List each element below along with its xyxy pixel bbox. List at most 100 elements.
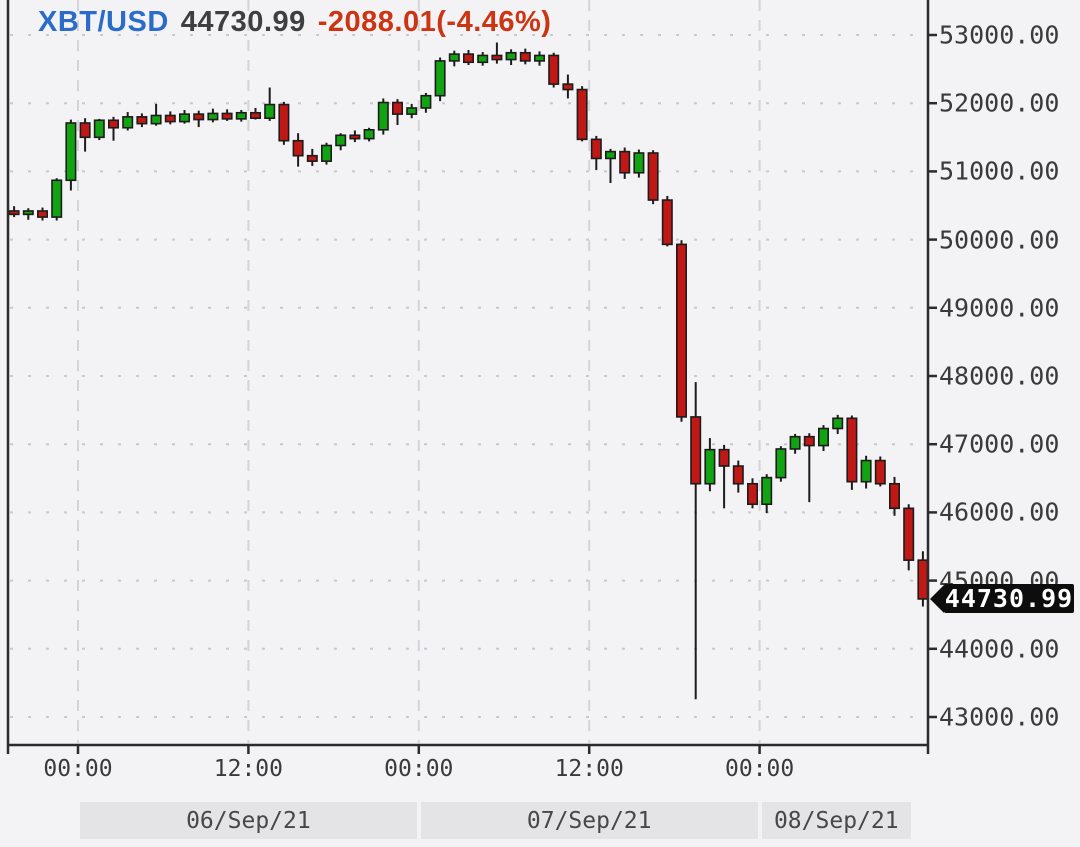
candle [51, 178, 63, 221]
candle [122, 112, 134, 131]
candle [292, 133, 304, 167]
candle [888, 476, 900, 516]
candle-body [860, 459, 872, 483]
candle-body [462, 53, 474, 64]
candle [79, 118, 91, 152]
candle-body [434, 60, 446, 97]
date-band: 07/Sep/21 [420, 802, 758, 839]
candle-body [903, 507, 915, 561]
candle-body [122, 116, 134, 129]
candle [434, 57, 446, 102]
candle-body [193, 113, 205, 121]
candle [420, 92, 432, 113]
candle [150, 103, 162, 126]
chart-legend: XBT/USD 44730.99 -2088.01(-4.46%) [38, 6, 551, 39]
candle-body [604, 150, 616, 160]
candle [903, 504, 915, 571]
candle [36, 207, 48, 221]
candle-body [576, 88, 588, 141]
candle [661, 195, 673, 247]
candle-body [761, 476, 773, 506]
candles [8, 42, 929, 700]
candle-body [690, 416, 702, 485]
price-axis-label: 50000.00 [939, 225, 1060, 255]
candle [633, 149, 645, 178]
candle-body [207, 112, 219, 121]
date-band: 08/Sep/21 [761, 802, 911, 839]
candle-body [803, 435, 815, 447]
last-price-tag: 44730.99 [930, 584, 1074, 614]
candle-body [817, 427, 829, 447]
price-axis-label: 48000.00 [939, 361, 1060, 391]
date-band: 06/Sep/21 [80, 802, 417, 839]
price-axis-label: 44000.00 [939, 634, 1060, 664]
candle-body [704, 448, 716, 485]
candle-body [832, 417, 844, 430]
candle-body [448, 53, 460, 62]
candle-body [633, 152, 645, 174]
candle-body [775, 448, 787, 479]
candle [548, 52, 560, 88]
candle [832, 414, 844, 434]
time-axis-label: 12:00 [554, 756, 624, 782]
candle [576, 86, 588, 142]
candle [335, 133, 347, 151]
price-axis-label: 53000.00 [939, 20, 1060, 50]
candle-body [264, 103, 276, 120]
candle-body [349, 134, 361, 140]
candle [377, 98, 389, 135]
candle [250, 107, 262, 120]
candle [519, 48, 531, 65]
candle-body [491, 54, 503, 61]
candle [93, 118, 105, 141]
axes [6, 0, 937, 754]
candle [675, 240, 687, 422]
candle-body [732, 465, 744, 485]
time-axis-label: 00:00 [384, 756, 454, 782]
candle-body [335, 134, 347, 147]
candle-body [8, 210, 20, 216]
candle [817, 425, 829, 452]
candle [917, 551, 929, 607]
candle [278, 101, 290, 145]
candle-body [661, 199, 673, 246]
price-tag-value: 44730.99 [944, 584, 1074, 614]
candle-body [533, 54, 545, 62]
candle-body [590, 138, 602, 160]
candle [775, 446, 787, 482]
candle-body [505, 51, 517, 61]
candle [732, 460, 744, 493]
candle [221, 109, 233, 121]
candle [846, 415, 858, 490]
candle [462, 50, 474, 66]
candle [874, 456, 886, 487]
candle-body [221, 112, 233, 120]
candle-body [548, 54, 560, 85]
candle-body [519, 51, 531, 62]
candle [193, 110, 205, 128]
candle-body [846, 417, 858, 483]
candle [761, 474, 773, 514]
price-axis-label: 47000.00 [939, 429, 1060, 459]
candle [391, 99, 403, 126]
candle [264, 87, 276, 121]
candle-body [675, 243, 687, 418]
candle-body [22, 210, 34, 216]
candle [136, 113, 148, 128]
candle-body [36, 210, 48, 218]
candle-body [292, 139, 304, 157]
candle [65, 119, 77, 191]
candle [8, 206, 20, 218]
candle [789, 433, 801, 454]
candle [164, 111, 176, 125]
candle-body [917, 559, 929, 600]
price-axis-label: 49000.00 [939, 293, 1060, 323]
candle [590, 135, 602, 171]
price-axis-label: 51000.00 [939, 156, 1060, 186]
gridlines [10, 0, 926, 743]
candle [349, 130, 361, 143]
candle [22, 208, 34, 220]
candle [803, 433, 815, 503]
